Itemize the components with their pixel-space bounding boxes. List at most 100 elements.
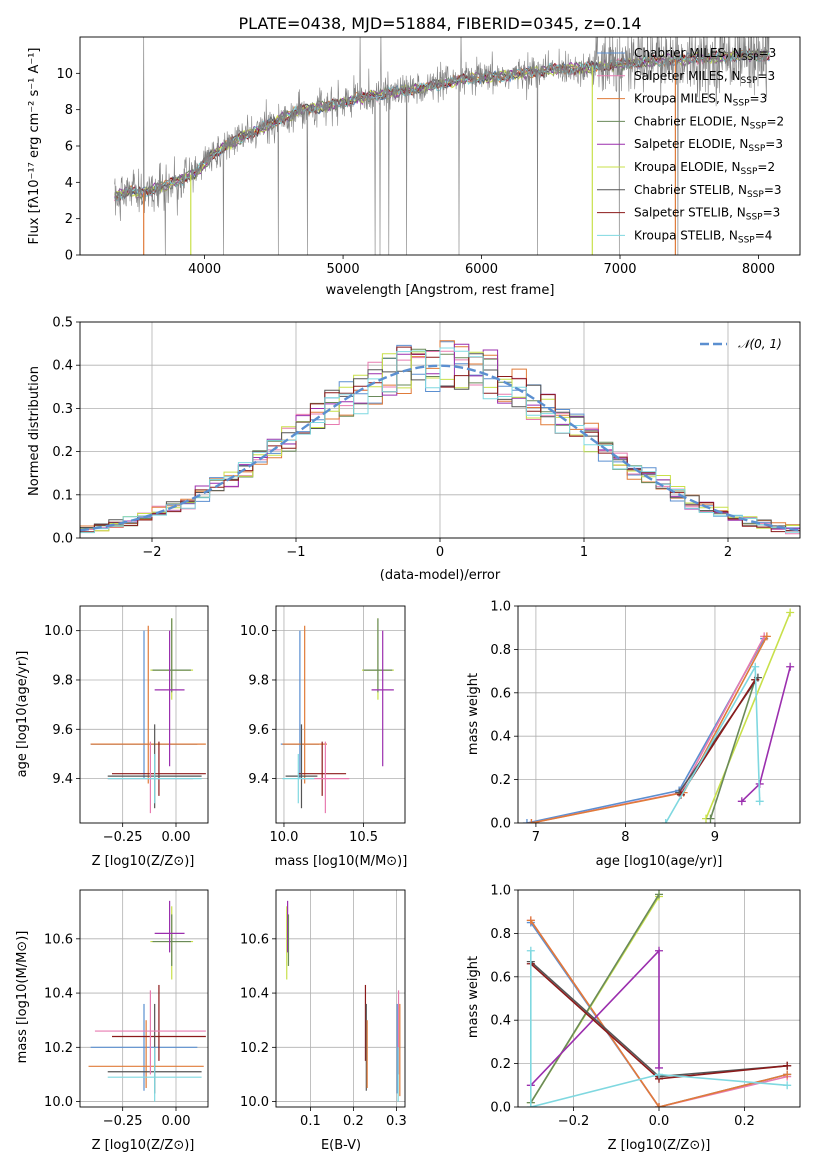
x-tick-label: 0.1 xyxy=(300,1114,321,1129)
observed-spectrum-line xyxy=(114,37,770,255)
y-tick-label: 10.2 xyxy=(44,1041,73,1056)
age-vs-mass-plot: 10.0 10.5 9.4 9.6 9.8 10.0 xyxy=(240,605,406,845)
y-tick-label: 1.0 xyxy=(490,884,511,899)
y-tick-label: 10.2 xyxy=(240,1041,269,1056)
x-tick-label: 7000 xyxy=(603,262,636,277)
data-point-marker xyxy=(786,608,795,617)
x-tick-label: 0 xyxy=(436,545,444,560)
mass-weight-line xyxy=(530,919,788,1107)
x-tick-label: 0.2 xyxy=(734,1114,755,1129)
x-tick-label: 0.3 xyxy=(386,1114,407,1129)
legend-label: Salpeter ELODIE, NSSP=3 xyxy=(634,137,783,154)
legend-label: 𝒩(0, 1) xyxy=(738,337,782,351)
x-tick-label: 8 xyxy=(621,830,629,845)
ageZ-ylabel: age [log10(age/yr)] xyxy=(15,651,30,778)
y-tick-label: 10.6 xyxy=(240,932,269,947)
y-tick-label: 0.2 xyxy=(490,1057,511,1072)
y-tick-label: 10.6 xyxy=(44,932,73,947)
x-tick-label: 1 xyxy=(580,545,588,560)
mass-weight-line xyxy=(709,679,756,819)
data-point-marker xyxy=(783,1070,792,1079)
x-tick-label: 0.0 xyxy=(649,1114,670,1129)
y-tick-label: 0.0 xyxy=(52,532,73,547)
data-point-marker xyxy=(762,632,771,641)
legend-label: Chabrier STELIB, NSSP=3 xyxy=(634,183,782,200)
y-tick-label: 9.8 xyxy=(248,673,269,688)
legend-label: Salpeter STELIB, NSSP=3 xyxy=(634,206,780,223)
x-tick-label: −0.25 xyxy=(103,1114,143,1129)
plot-area xyxy=(526,890,792,1107)
legend-label: Salpeter MILES, NSSP=3 xyxy=(634,69,775,86)
x-tick-label: 0.00 xyxy=(162,1114,191,1129)
y-tick-label: 0.3 xyxy=(52,402,73,417)
data-point-marker xyxy=(755,797,764,806)
legend-label: Kroupa ELODIE, NSSP=2 xyxy=(634,160,775,177)
y-tick-label: 0.8 xyxy=(490,927,511,942)
data-point-marker xyxy=(737,797,746,806)
y-tick-label: 0.0 xyxy=(490,817,511,832)
x-tick-label: 4000 xyxy=(188,262,221,277)
y-tick-label: 0.2 xyxy=(52,445,73,460)
x-tick-label: 7 xyxy=(532,830,540,845)
spectrum-xlabel: wavelength [Angstrom, rest frame] xyxy=(326,283,555,298)
data-point-marker xyxy=(526,916,535,925)
y-tick-label: 0.5 xyxy=(52,316,73,331)
plot-area xyxy=(88,900,206,1102)
x-tick-label: 5000 xyxy=(327,262,360,277)
y-tick-label: 0.0 xyxy=(490,1101,511,1116)
data-point-marker xyxy=(526,946,535,955)
wZ-ylabel: mass weight xyxy=(466,956,481,1038)
x-tick-label: −2 xyxy=(142,545,161,560)
y-tick-label: 10 xyxy=(56,67,73,82)
mass-weight-line xyxy=(530,893,660,1104)
plot-area xyxy=(90,618,206,814)
wAge-ylabel: mass weight xyxy=(466,673,481,755)
x-tick-label: 9 xyxy=(711,830,719,845)
y-tick-label: 2 xyxy=(65,212,73,227)
x-tick-label: 0.00 xyxy=(162,830,191,845)
x-tick-label: 2 xyxy=(724,545,732,560)
y-tick-label: 0.6 xyxy=(490,686,511,701)
spectrum-title: PLATE=0438, MJD=51884, FIBERID=0345, z=0… xyxy=(238,14,641,33)
mass-weight-line xyxy=(705,612,791,820)
x-tick-label: −1 xyxy=(286,545,305,560)
y-tick-label: 10.0 xyxy=(240,1095,269,1110)
x-tick-label: −0.2 xyxy=(558,1114,590,1129)
y-tick-label: 0.4 xyxy=(490,1014,511,1029)
legend-label: Kroupa MILES, NSSP=3 xyxy=(634,92,767,109)
x-tick-label: 6000 xyxy=(465,262,498,277)
y-tick-label: 9.4 xyxy=(52,772,73,787)
data-point-marker xyxy=(522,819,531,823)
mass-vs-metallicity-plot: −0.25 0.00 10.0 10.2 10.4 10.6 xyxy=(44,889,209,1129)
axes-frame xyxy=(275,605,406,824)
y-tick-label: 9.8 xyxy=(52,673,73,688)
wZ-xlabel: Z [log10(Z/Z⊙)] xyxy=(608,1138,711,1153)
axes-frame xyxy=(79,321,801,539)
residuals-xlabel: (data-model)/error xyxy=(380,568,501,583)
x-tick-label: 0.2 xyxy=(343,1114,364,1129)
legend-label: Kroupa STELIB, NSSP=4 xyxy=(634,228,772,245)
data-point-marker xyxy=(655,1103,663,1107)
y-tick-label: 0.1 xyxy=(52,488,73,503)
data-point-marker xyxy=(783,1061,792,1070)
axes-frame xyxy=(79,889,209,1108)
y-tick-label: 0.2 xyxy=(490,773,511,788)
y-tick-label: 0.6 xyxy=(490,970,511,985)
normal-reference-curve xyxy=(80,364,800,532)
plot-area xyxy=(522,608,795,823)
y-tick-label: 9.6 xyxy=(52,723,73,738)
spectrum-ylabel: Flux [fλ10⁻¹⁷ erg cm⁻² s⁻¹ A⁻¹] xyxy=(27,48,42,245)
y-tick-label: 0.4 xyxy=(52,359,73,374)
spectrum-plot: 4000 5000 6000 7000 8000 0 2 4 6 8 10 Chabrier MILE… xyxy=(56,36,801,277)
y-tick-label: 10.0 xyxy=(44,1095,73,1110)
mass-vs-extinction-plot: 0.1 0.2 0.3 10.0 10.2 10.4 10.6 xyxy=(240,889,407,1129)
y-tick-label: 10.4 xyxy=(44,987,73,1002)
axes-frame xyxy=(275,889,406,1108)
data-point-marker xyxy=(655,1070,663,1079)
plot-area xyxy=(286,900,401,1102)
data-point-marker xyxy=(526,1103,535,1107)
ageM-xlabel: mass [log10(M/M⊙)] xyxy=(275,854,408,869)
data-point-marker xyxy=(783,1081,792,1090)
axes-frame xyxy=(517,889,801,1108)
